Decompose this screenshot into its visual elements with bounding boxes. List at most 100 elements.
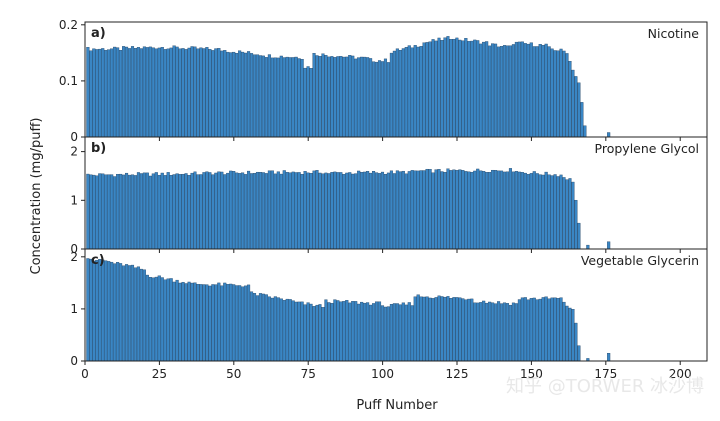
bar <box>571 181 575 250</box>
bar <box>369 172 373 250</box>
bar <box>238 50 242 138</box>
bar <box>392 50 396 138</box>
bar <box>333 171 337 250</box>
bar <box>363 171 367 250</box>
bar <box>556 298 560 362</box>
bar <box>372 170 376 250</box>
bar <box>279 173 283 250</box>
bar <box>223 282 227 362</box>
bar <box>139 173 143 250</box>
bar <box>235 172 239 250</box>
bar <box>136 266 140 362</box>
bar <box>211 174 215 250</box>
bar <box>294 56 298 138</box>
bar <box>517 41 521 138</box>
bar <box>232 171 236 250</box>
bar <box>333 57 337 138</box>
bar <box>110 174 114 250</box>
bar <box>86 173 90 250</box>
bar <box>360 301 364 362</box>
bar <box>491 169 495 250</box>
bar <box>428 41 432 138</box>
bar <box>494 43 498 138</box>
bar <box>461 40 465 138</box>
bar <box>208 172 212 250</box>
bar <box>443 296 447 362</box>
bar <box>113 263 117 362</box>
bar <box>139 268 143 362</box>
bar <box>92 260 96 362</box>
bar <box>419 170 423 250</box>
bar <box>339 172 343 250</box>
bar <box>511 302 515 362</box>
watermark: 知乎 @TORWER 冰沙博 <box>506 376 705 397</box>
bar <box>348 302 352 362</box>
bar <box>556 176 560 250</box>
bar <box>291 171 295 250</box>
bar <box>422 42 426 138</box>
bar <box>244 285 248 362</box>
bar <box>249 291 254 362</box>
bar <box>279 55 283 138</box>
bar <box>130 46 135 138</box>
bar <box>261 55 265 138</box>
bar <box>110 48 114 138</box>
bar <box>449 170 453 250</box>
bar <box>202 48 206 138</box>
bar <box>413 45 417 138</box>
bar <box>136 47 140 138</box>
bar <box>386 306 390 362</box>
bar <box>372 303 376 362</box>
bar <box>187 175 191 250</box>
bar <box>541 45 545 138</box>
bar <box>366 171 370 250</box>
bar <box>583 125 587 138</box>
bar <box>255 54 260 138</box>
bar <box>446 36 450 138</box>
bar <box>95 49 99 138</box>
bar <box>363 56 367 138</box>
bar <box>446 296 450 362</box>
bar <box>202 172 206 250</box>
bar <box>389 52 393 138</box>
bar <box>419 46 423 138</box>
bar <box>92 48 96 138</box>
bar <box>89 174 93 250</box>
bar <box>288 172 292 250</box>
bar <box>238 173 242 250</box>
x-tick-label: 100 <box>371 367 394 381</box>
bar <box>127 48 132 138</box>
bar <box>122 265 126 362</box>
bar <box>235 285 239 362</box>
panel-label: a) <box>91 26 106 41</box>
y-tick-label: 2 <box>70 250 78 264</box>
bar <box>327 302 331 362</box>
bar <box>574 322 578 362</box>
panel-label: c) <box>91 253 105 268</box>
bar <box>523 297 527 362</box>
bar <box>315 55 319 138</box>
bar <box>104 50 108 138</box>
bar <box>508 168 513 250</box>
bar <box>372 61 376 138</box>
bar <box>104 260 108 362</box>
y-tick-label: 1 <box>70 302 78 316</box>
bar <box>437 169 441 250</box>
bar <box>175 173 179 250</box>
x-tick-label: 200 <box>669 367 692 381</box>
bar <box>476 40 480 138</box>
bar <box>163 175 167 250</box>
bar <box>122 174 126 250</box>
bar <box>184 49 188 138</box>
bar <box>434 40 438 138</box>
bar <box>175 279 179 362</box>
bar <box>208 49 212 138</box>
bar <box>360 56 364 138</box>
bar <box>508 45 513 138</box>
bar <box>327 56 331 138</box>
bar <box>431 39 435 138</box>
bar <box>574 199 578 250</box>
bar <box>464 38 468 138</box>
bar <box>318 56 322 138</box>
bar <box>214 48 218 138</box>
